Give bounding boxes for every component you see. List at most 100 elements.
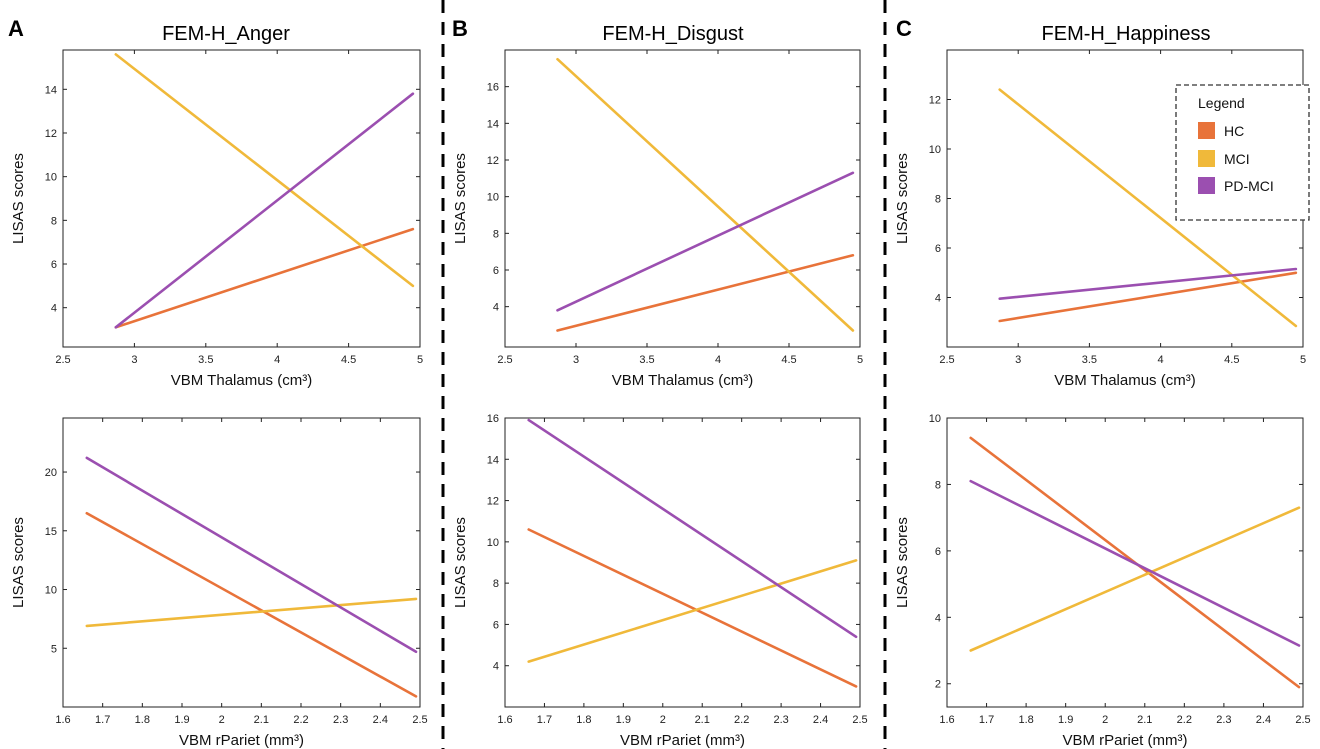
y-tick-label: 10 <box>487 537 499 549</box>
x-tick-label: 1.8 <box>1018 714 1033 726</box>
x-tick-label: 3 <box>131 354 137 366</box>
series-line-mci <box>85 597 418 628</box>
series-line-pd-mci <box>556 171 855 312</box>
x-tick-label: 1.7 <box>537 714 552 726</box>
y-tick-label: 10 <box>929 144 941 156</box>
series-line-mci <box>114 53 415 288</box>
x-tick-label: 2.4 <box>373 714 388 726</box>
x-tick-label: 4.5 <box>1224 354 1239 366</box>
series-line-pd-mci <box>114 92 415 329</box>
y-tick-label: 4 <box>935 612 941 624</box>
x-tick-label: 4.5 <box>781 354 796 366</box>
y-tick-label: 12 <box>929 95 941 107</box>
series-line-hc <box>998 271 1298 323</box>
x-tick-label: 2.4 <box>813 714 828 726</box>
series-line-mci <box>556 57 855 332</box>
y-tick-label: 5 <box>51 643 57 655</box>
x-tick-label: 2.2 <box>734 714 749 726</box>
panel-letter-c: C <box>896 16 912 41</box>
series-line-hc <box>114 227 415 329</box>
y-tick-label: 6 <box>51 259 57 271</box>
x-tick-label: 2.1 <box>1137 714 1152 726</box>
y-tick-label: 15 <box>45 526 57 538</box>
x-tick-label: 2.5 <box>852 714 867 726</box>
x-tick-label: 1.8 <box>576 714 591 726</box>
x-tick-label: 2.5 <box>1295 714 1310 726</box>
y-tick-label: 12 <box>487 155 499 167</box>
x-tick-label: 1.7 <box>95 714 110 726</box>
x-tick-label: 3.5 <box>639 354 654 366</box>
legend-label-pd-mci: PD-MCI <box>1224 178 1274 194</box>
x-tick-label: 1.9 <box>174 714 189 726</box>
y-tick-label: 8 <box>51 215 57 227</box>
x-tick-label: 2 <box>660 714 666 726</box>
x-tick-label: 2 <box>1102 714 1108 726</box>
y-tick-label: 8 <box>493 228 499 240</box>
y-tick-label: 10 <box>487 192 499 204</box>
y-tick-label: 6 <box>493 265 499 277</box>
y-tick-label: 4 <box>493 302 499 314</box>
plot-frame <box>504 49 861 348</box>
y-tick-label: 8 <box>493 578 499 590</box>
panel-letter-a: A <box>8 16 24 41</box>
y-axis-label: LISAS scores <box>894 517 911 608</box>
x-tick-label: 5 <box>857 354 863 366</box>
y-tick-label: 6 <box>935 243 941 255</box>
plot-frame <box>62 49 421 348</box>
y-axis-label: LISAS scores <box>452 517 469 608</box>
x-tick-label: 3.5 <box>198 354 213 366</box>
y-axis-label: LISAS scores <box>894 153 911 244</box>
x-axis-label: VBM rPariet (mm³) <box>179 732 304 749</box>
y-axis-label: LISAS scores <box>452 153 469 244</box>
x-tick-label: 4 <box>274 354 280 366</box>
legend-label-mci: MCI <box>1224 151 1250 167</box>
x-tick-label: 2.5 <box>55 354 70 366</box>
x-tick-label: 4 <box>1158 354 1164 366</box>
x-tick-label: 1.7 <box>979 714 994 726</box>
x-axis-label: VBM Thalamus (cm³) <box>171 372 312 389</box>
x-tick-label: 1.9 <box>616 714 631 726</box>
x-tick-label: 2.5 <box>412 714 427 726</box>
y-tick-label: 6 <box>935 546 941 558</box>
series-line-hc <box>556 254 855 332</box>
x-tick-label: 2 <box>219 714 225 726</box>
y-tick-label: 10 <box>929 413 941 425</box>
legend-swatch-mci <box>1198 150 1215 167</box>
x-tick-label: 5 <box>417 354 423 366</box>
x-tick-label: 5 <box>1300 354 1306 366</box>
x-tick-label: 2.5 <box>939 354 954 366</box>
y-tick-label: 12 <box>45 128 57 140</box>
y-tick-label: 10 <box>45 172 57 184</box>
x-tick-label: 4.5 <box>341 354 356 366</box>
x-tick-label: 3 <box>573 354 579 366</box>
y-tick-label: 8 <box>935 194 941 206</box>
x-tick-label: 2.1 <box>695 714 710 726</box>
x-axis-label: VBM Thalamus (cm³) <box>1054 372 1195 389</box>
y-tick-label: 6 <box>493 619 499 631</box>
series-line-pd-mci <box>527 418 858 639</box>
y-tick-label: 14 <box>487 118 499 130</box>
y-tick-label: 14 <box>45 84 57 96</box>
plot-5: 1.6 1.7 1.8 1.9 2 2.1 2.2 2.3 2.4 2.5 2 4 6 8 10 VBM rP… <box>894 413 1311 749</box>
series-line-hc <box>527 528 858 688</box>
panel-letter-b: B <box>452 16 468 41</box>
y-tick-label: 4 <box>935 293 941 305</box>
y-tick-label: 4 <box>493 661 499 673</box>
x-axis-label: VBM rPariet (mm³) <box>1063 732 1188 749</box>
plot-3: 1.6 1.7 1.8 1.9 2 2.1 2.2 2.3 2.4 2.5 5 10 15 20 VBM r… <box>10 417 428 749</box>
y-tick-label: 20 <box>45 467 57 479</box>
legend: Legend HC MCI PD-MCI <box>1175 84 1310 221</box>
x-tick-label: 2.5 <box>497 354 512 366</box>
x-tick-label: 1.6 <box>55 714 70 726</box>
legend-label-hc: HC <box>1224 123 1244 139</box>
legend-swatch-pd-mci <box>1198 177 1215 194</box>
x-tick-label: 3.5 <box>1082 354 1097 366</box>
plot-0: 2.5 3 3.5 4 4.5 5 4 6 8 10 12 14 VBM Thalamus (cm³) L… <box>10 49 423 389</box>
x-tick-label: 2.3 <box>1216 714 1231 726</box>
x-tick-label: 4 <box>715 354 721 366</box>
series-line-pd-mci <box>85 456 418 654</box>
x-tick-label: 2.3 <box>773 714 788 726</box>
y-axis-label: LISAS scores <box>10 153 27 244</box>
series-line-hc <box>85 511 418 698</box>
x-tick-label: 2.2 <box>1177 714 1192 726</box>
